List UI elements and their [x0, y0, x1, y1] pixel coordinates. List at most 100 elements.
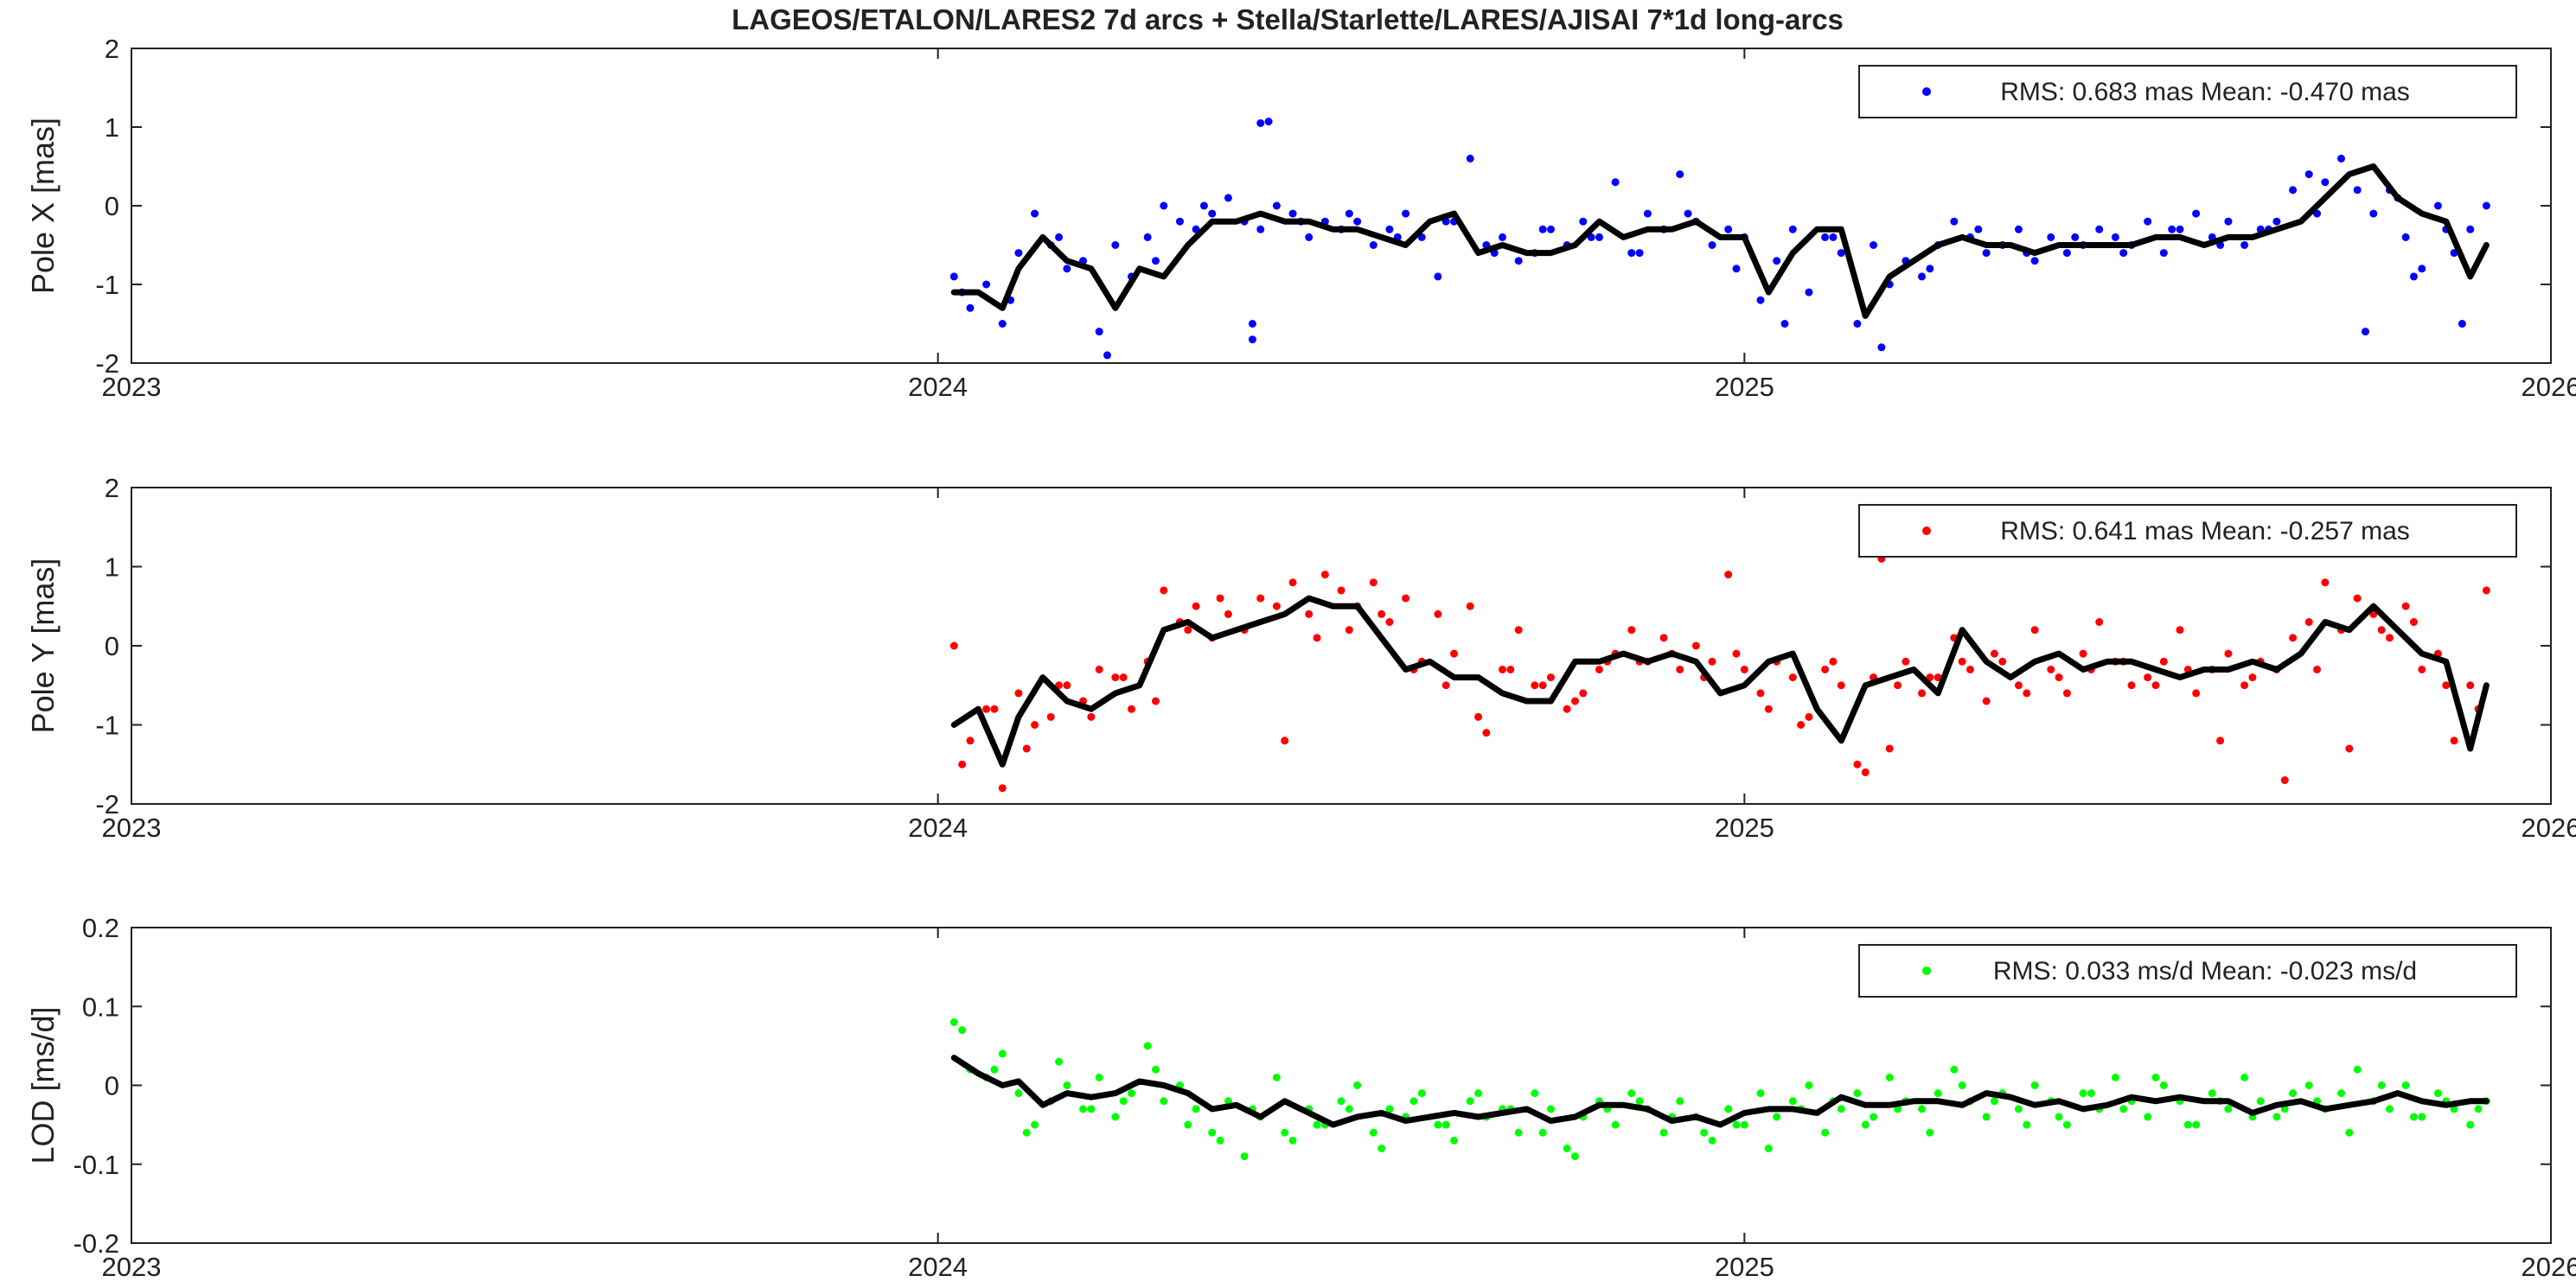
data-point — [2433, 1089, 2442, 1098]
data-point — [1676, 665, 1684, 673]
data-point — [1474, 1089, 1483, 1098]
data-point — [2321, 178, 2330, 187]
data-point — [2361, 328, 2369, 336]
data-point — [2482, 201, 2490, 210]
data-point — [2409, 272, 2418, 281]
data-point — [1151, 257, 1160, 265]
data-point — [1184, 1120, 1192, 1129]
data-point — [2095, 618, 2104, 627]
data-point — [1385, 1105, 1394, 1113]
data-point — [2353, 186, 2362, 195]
data-point — [2127, 681, 2136, 690]
data-point — [966, 737, 975, 745]
data-point — [1055, 233, 1064, 241]
data-point — [1272, 201, 1281, 210]
data-point — [1345, 209, 1353, 218]
data-point — [2313, 665, 2322, 673]
data-point — [1563, 705, 1571, 713]
pole-y-legend-marker — [1922, 526, 1931, 535]
lod-legend-marker — [1922, 966, 1931, 975]
data-point — [2418, 665, 2426, 673]
data-point — [1224, 609, 1232, 618]
data-point — [1773, 1113, 1781, 1121]
pole-y-ytick-label: -2 — [95, 789, 119, 820]
pole-y-xtick-label: 2023 — [102, 813, 162, 843]
data-point — [1377, 1145, 1386, 1152]
data-point — [2353, 1065, 2362, 1074]
data-point — [1788, 225, 1797, 233]
data-point — [1788, 1097, 1797, 1106]
data-point — [1853, 760, 1862, 769]
data-point — [1724, 1105, 1733, 1113]
lod-xtick-label: 2024 — [908, 1252, 968, 1282]
pole-x-legend: RMS: 0.683 mas Mean: -0.470 mas — [1858, 65, 2517, 118]
data-point — [1345, 1105, 1353, 1113]
data-point — [2151, 681, 2160, 690]
data-point — [1691, 641, 1700, 650]
data-point — [2466, 225, 2475, 233]
data-point — [1788, 673, 1797, 682]
data-point — [982, 705, 991, 713]
data-point — [1643, 209, 1652, 218]
data-point — [998, 1049, 1007, 1058]
data-point — [1482, 729, 1491, 737]
data-point — [1111, 673, 1120, 682]
data-point — [1417, 1089, 1426, 1098]
data-point — [1055, 1057, 1064, 1066]
data-point — [2304, 170, 2313, 179]
data-point — [2168, 225, 2176, 233]
data-point — [1861, 768, 1870, 776]
data-point — [2023, 689, 2031, 698]
data-point — [2208, 1089, 2216, 1098]
data-point — [2289, 1089, 2298, 1098]
figure-title: LAGEOS/ETALON/LARES2 7d arcs + Stella/St… — [732, 3, 1844, 35]
data-point — [1369, 578, 1377, 587]
data-point — [949, 641, 958, 650]
pole-y-ytick-label: 0 — [105, 631, 119, 661]
data-point — [1240, 1152, 1249, 1161]
data-point — [990, 705, 999, 713]
data-point — [2474, 1105, 2483, 1113]
data-point — [1160, 586, 1168, 595]
data-point — [1546, 225, 1555, 233]
data-point — [1797, 721, 1806, 729]
data-point — [1441, 681, 1450, 690]
data-point — [1531, 681, 1539, 690]
data-point — [1773, 257, 1781, 265]
pole-y-ytick-label: 2 — [105, 473, 119, 503]
data-point — [2466, 1120, 2475, 1129]
pole-y-xtick-label: 2026 — [2522, 813, 2576, 843]
data-point — [1063, 1081, 1071, 1089]
lod-trend-line — [950, 1055, 2490, 1128]
data-point — [2280, 776, 2289, 785]
data-point — [1160, 1097, 1168, 1106]
data-point — [1288, 209, 1297, 218]
lod-ytick-label: 0.2 — [82, 913, 119, 943]
data-point — [958, 760, 967, 769]
data-point — [2183, 1120, 2192, 1129]
data-point — [2304, 618, 2313, 627]
data-point — [1160, 201, 1168, 210]
data-point — [1724, 225, 1733, 233]
data-point — [1184, 626, 1192, 635]
data-point — [1902, 657, 1910, 666]
pole-y-panel: 2023 2024 2025 2026 -2 -1 0 1 2 Pole Y [mas] RMS: … — [25, 473, 2576, 843]
data-point — [2224, 649, 2233, 658]
data-point — [1450, 1136, 1459, 1145]
data-point — [2111, 233, 2119, 241]
data-point — [2055, 1113, 2063, 1121]
data-point — [1345, 626, 1353, 635]
data-point — [2345, 744, 2354, 753]
data-point — [1063, 681, 1071, 690]
lod-xtick-label: 2026 — [2522, 1252, 2576, 1282]
data-point — [1175, 217, 1184, 226]
data-point — [2030, 257, 2039, 265]
data-point — [2256, 1097, 2265, 1106]
lod-xtick-label: 2023 — [102, 1252, 162, 1282]
data-point — [2062, 249, 2071, 258]
data-point — [1635, 249, 1644, 258]
data-point — [1740, 665, 1748, 673]
pole-y-ytick-label: -1 — [95, 711, 119, 741]
data-point — [1409, 1097, 1418, 1106]
data-point — [2385, 1105, 2394, 1113]
